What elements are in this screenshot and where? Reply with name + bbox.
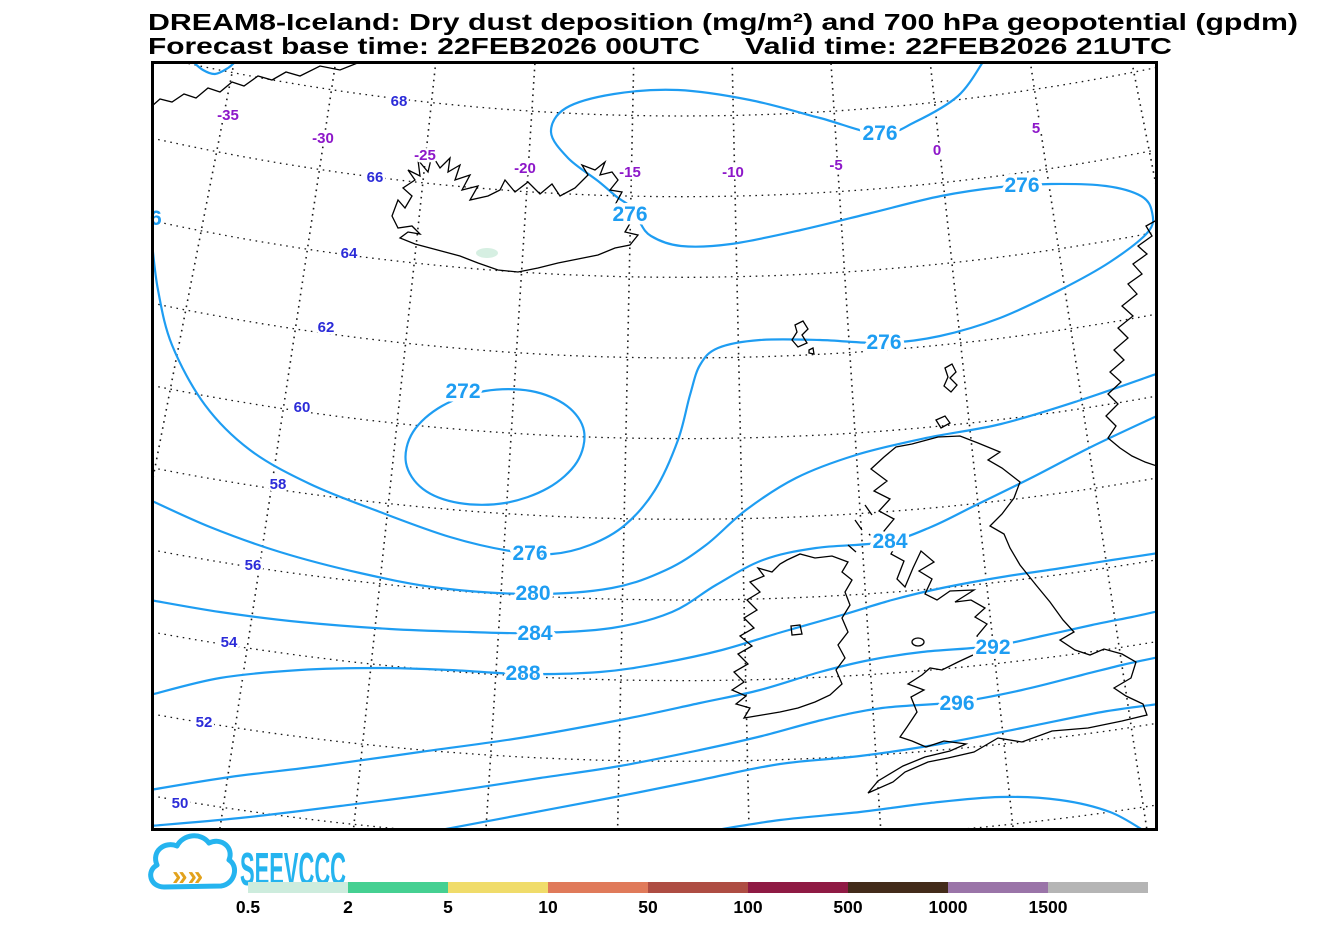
contour-label: 276 (512, 542, 547, 565)
colorbar-segment (448, 882, 548, 893)
latitude-label: 60 (294, 399, 311, 416)
colorbar-tick-label: 0.5 (236, 897, 261, 917)
parallel-66 (152, 137, 1157, 198)
contour-label: 272 (445, 380, 480, 403)
meridian--35 (152, 62, 235, 488)
subtitle-forecast-base-time: Forecast base time: 22FEB2026 00UTC (148, 33, 700, 59)
colorbar-segment (648, 882, 748, 893)
coastlines (152, 62, 1157, 794)
contour-line-304 (710, 795, 1145, 830)
contour-line-272 (404, 388, 586, 506)
coastline-small-islands (790, 504, 925, 647)
longitude-label: 5 (1032, 120, 1040, 137)
latitude-label: 62 (318, 319, 335, 336)
contour-label: 296 (939, 692, 974, 715)
colorbar-segment (348, 882, 448, 893)
longitude-label: -10 (722, 164, 744, 181)
parallel-68 (178, 62, 1157, 117)
coastline-norway (1105, 219, 1157, 467)
colorbar-segment (748, 882, 848, 893)
contour-label: 288 (505, 662, 540, 685)
colorbar-tick-label: 50 (638, 897, 658, 917)
meridian-5 (1029, 62, 1148, 830)
parallel-50 (152, 795, 1157, 830)
colorbar-tick-label: 2 (343, 897, 353, 917)
parallel-52 (152, 713, 1157, 762)
coastline-iceland (391, 153, 640, 273)
colorbar-segment (1048, 882, 1148, 893)
longitude-label: -25 (414, 147, 436, 164)
colorbar-segment (848, 882, 948, 893)
longitude-label: -5 (829, 157, 842, 174)
contour-label: 280 (515, 582, 550, 605)
meridian--40 (0, 0, 154, 925)
latitude-label: 54 (221, 634, 238, 651)
chevron-icon: »» (172, 860, 203, 891)
contour-line-288 (152, 552, 1157, 696)
parallel-58 (152, 467, 1157, 520)
geopotential-contours (152, 62, 1157, 830)
colorbar-segment (248, 882, 348, 893)
latitude-label: 56 (245, 557, 262, 574)
colorbar-tick-label: 1000 (929, 897, 968, 917)
latitude-label: 58 (270, 476, 287, 493)
contour-label: 276 (866, 331, 901, 354)
longitude-label: -35 (217, 107, 239, 124)
latitude-label: 50 (172, 795, 189, 812)
contour-label: 284 (872, 530, 907, 553)
colorbar-tick-label: 5 (443, 897, 453, 917)
dust-blob (476, 248, 498, 258)
dust-deposition-area (476, 248, 498, 258)
longitude-label: -30 (312, 130, 334, 147)
page-title: DREAM8-Iceland: Dry dust deposition (mg/… (148, 9, 1298, 35)
contour-line-300 (434, 703, 1157, 830)
meridian-0 (929, 62, 1015, 830)
colorbar-tick-label: 500 (833, 897, 862, 917)
longitude-label: -15 (619, 164, 641, 181)
latitude-label: 66 (367, 169, 384, 186)
contour-line-280 (152, 372, 1157, 596)
coastline-faroe-islands (791, 320, 815, 355)
colorbar-tick-label: 100 (733, 897, 762, 917)
coastline-shetland (943, 363, 958, 393)
colorbar-tick-label: 10 (538, 897, 558, 917)
contour-line-292 (152, 610, 1157, 791)
coastline-orkney (935, 415, 951, 429)
latitude-label: 52 (196, 714, 213, 731)
colorbar-segment (548, 882, 648, 893)
parallel-64 (152, 220, 1157, 278)
contour-label: 276 (862, 122, 897, 145)
subtitle-valid-time: Valid time: 22FEB2026 21UTC (745, 33, 1172, 59)
coastline-ireland (730, 553, 853, 719)
coastline-great-britain (867, 435, 1148, 794)
colorbar-tick-label: 1500 (1029, 897, 1068, 917)
colorbar-legend: 0.5 2 5 10 50 100 500 1000 1500 (236, 882, 1148, 917)
contour-label: 284 (517, 622, 552, 645)
coastline-greenland (152, 62, 361, 107)
longitude-label: -20 (514, 160, 536, 177)
latitude-label: 68 (391, 93, 408, 110)
contour-line-276 (152, 62, 1155, 556)
contour-line-296 (152, 656, 1157, 827)
longitude-label: 0 (933, 142, 941, 159)
colorbar-segment (948, 882, 1048, 893)
latitude-label: 64 (341, 245, 358, 262)
map-labels: 2762762762762722762802842882842922966686… (147, 91, 1043, 815)
contour-line-284 (152, 414, 1157, 635)
map-frame (151, 61, 1158, 831)
cloud-icon (148, 833, 238, 890)
contour-label: 292 (975, 636, 1010, 659)
contour-label: 276 (1004, 174, 1039, 197)
contour-line-276 (191, 62, 237, 76)
contour-label: 276 (612, 203, 647, 226)
